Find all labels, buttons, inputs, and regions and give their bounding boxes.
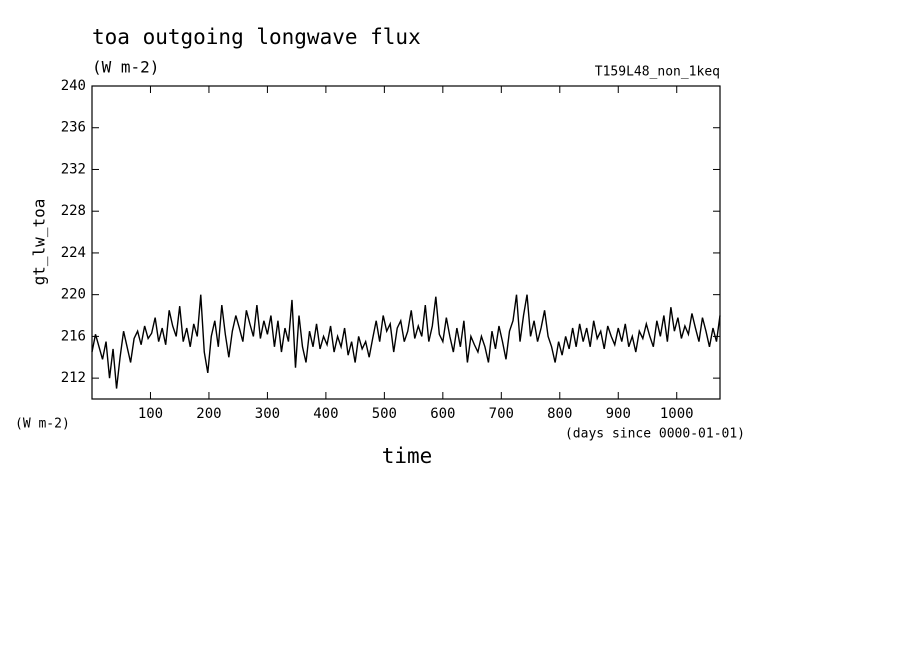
x-unit: (days since 0000-01-01) bbox=[565, 427, 745, 442]
y-tick-label: 236 bbox=[61, 120, 86, 136]
chart-subtitle: (W m-2) bbox=[92, 58, 159, 77]
y-tick-label: 232 bbox=[61, 161, 86, 177]
x-tick-label: 200 bbox=[196, 406, 221, 422]
x-tick-label: 700 bbox=[489, 406, 514, 422]
x-tick-label: 400 bbox=[313, 406, 338, 422]
y-tick-label: 220 bbox=[61, 287, 86, 303]
y-tick-label: 212 bbox=[61, 370, 86, 386]
y-tick-label: 240 bbox=[61, 78, 86, 94]
plot-frame bbox=[91, 85, 721, 400]
annotation: T159L48_non_1keq bbox=[595, 65, 720, 80]
data-line bbox=[91, 294, 721, 389]
y-unit: (W m-2) bbox=[15, 417, 70, 432]
y-tick-label: 216 bbox=[61, 328, 86, 344]
y-tick-label: 224 bbox=[61, 245, 86, 261]
x-tick-label: 600 bbox=[430, 406, 455, 422]
x-tick-label: 500 bbox=[372, 406, 397, 422]
x-tick-label: 100 bbox=[138, 406, 163, 422]
chart-title: toa outgoing longwave flux bbox=[92, 25, 421, 49]
y-tick-label: 228 bbox=[61, 203, 86, 219]
x-tick-label: 900 bbox=[606, 406, 631, 422]
x-tick-label: 800 bbox=[547, 406, 572, 422]
y-axis-label: gt_lw_toa bbox=[30, 199, 49, 286]
x-axis-label: time bbox=[382, 444, 433, 468]
x-tick-label: 300 bbox=[255, 406, 280, 422]
x-tick-label: 1000 bbox=[660, 406, 694, 422]
